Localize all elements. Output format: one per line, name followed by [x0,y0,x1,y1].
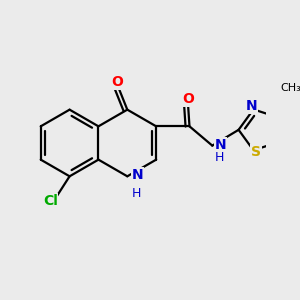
Text: N: N [215,138,226,152]
Text: N: N [246,99,257,113]
Text: Cl: Cl [43,194,58,208]
Text: H: H [132,187,141,200]
Text: O: O [111,76,123,89]
Text: CH₃: CH₃ [280,82,300,93]
Text: N: N [132,168,143,182]
Text: S: S [251,145,261,159]
Text: H: H [215,152,224,164]
Text: O: O [182,92,194,106]
